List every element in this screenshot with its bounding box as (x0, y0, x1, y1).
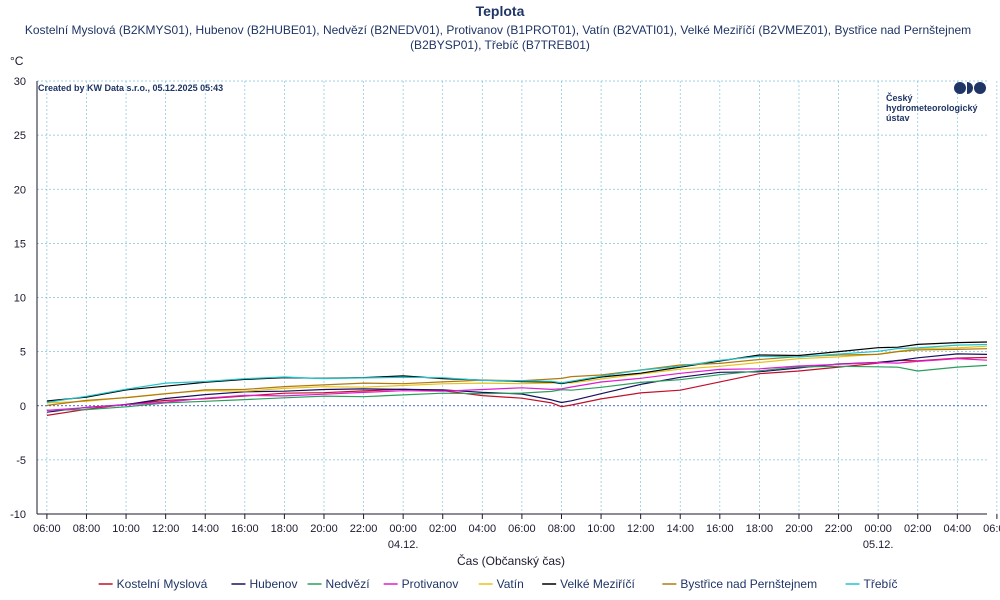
x-tick-label: 10:00 (112, 523, 140, 535)
y-tick-label: -5 (16, 455, 26, 467)
x-tick-label: 06:00 (983, 523, 1000, 535)
date-labels: 04.12. 05.12. (388, 539, 894, 551)
logo-half-dot (967, 82, 973, 94)
legend-label: Vatín (497, 577, 524, 591)
y-tick-label: 15 (14, 238, 26, 250)
logo-line-2: hydrometeorologický (886, 103, 978, 113)
x-tick-label: 02:00 (904, 523, 932, 535)
chart-title: Teplota (476, 3, 525, 19)
y-tick-label: 20 (14, 184, 26, 196)
legend-label: Hubenov (249, 577, 297, 591)
x-tick-label: 02:00 (429, 523, 457, 535)
axes (36, 81, 998, 519)
chart-subtitle-line-1: Kostelní Myslová (B2KMYS01), Hubenov (B2… (25, 23, 971, 37)
y-tick-label: -10 (10, 509, 26, 521)
x-tick-label: 18:00 (746, 523, 774, 535)
series-line-3 (46, 358, 988, 411)
series-line-2 (46, 364, 988, 411)
logo-line-3: ústav (886, 113, 910, 123)
credit-text: Created by KW Data s.r.o., 05.12.2025 05… (38, 83, 223, 93)
series-line-7 (46, 343, 988, 403)
date-label: 05.12. (863, 539, 894, 551)
y-tick-label: 30 (14, 76, 26, 88)
logo-line-1: Český (886, 92, 913, 103)
legend-label: Kostelní Myslová (117, 577, 208, 591)
x-tick-label: 14:00 (666, 523, 694, 535)
x-tick-label: 22:00 (350, 523, 378, 535)
legend-label: Velké Meziříčí (560, 577, 635, 591)
y-axis-unit: °C (10, 54, 24, 68)
x-tick-label: 20:00 (785, 523, 813, 535)
x-tick-label: 16:00 (231, 523, 259, 535)
x-tick-label: 08:00 (73, 523, 101, 535)
x-tick-label: 00:00 (864, 523, 892, 535)
series-lines (46, 341, 988, 416)
logo-dot-1 (954, 82, 966, 94)
y-tick-label: 0 (20, 401, 26, 413)
legend-label: Třebíč (864, 577, 898, 591)
x-tick-label: 14:00 (191, 523, 219, 535)
date-label: 04.12. (388, 539, 419, 551)
y-tick-label: 10 (14, 293, 26, 305)
series-line-6 (46, 348, 988, 406)
x-tick-label: 22:00 (825, 523, 853, 535)
y-tick-label: 25 (14, 130, 26, 142)
series-line-5 (46, 341, 988, 402)
x-tick-label: 06:00 (33, 523, 61, 535)
x-tick-labels: 06:00 08:00 10:00 12:00 14:00 16:00 18:00 20:00… (33, 523, 1000, 535)
x-tick-label: 00:00 (389, 523, 417, 535)
x-tick-label: 10:00 (587, 523, 615, 535)
x-tick-label: 18:00 (271, 523, 299, 535)
x-tick-label: 16:00 (706, 523, 734, 535)
y-tick-label: 5 (20, 347, 26, 359)
x-tick-label: 12:00 (152, 523, 180, 535)
chart-subtitle-line-2: (B2BYSP01), Třebíč (B7TREB01) (410, 38, 590, 52)
x-tick-label: 12:00 (627, 523, 655, 535)
legend: Kostelní Myslová Hubenov Nedvězí Protivanov… (98, 577, 898, 591)
legend-label: Protivanov (402, 577, 459, 591)
x-tick-label: 08:00 (548, 523, 576, 535)
chmi-logo: Český hydrometeorologický ústav (886, 82, 986, 123)
y-tick-labels: -10 -5 0 5 10 15 20 25 30 (10, 76, 26, 521)
logo-dot-2 (974, 82, 986, 94)
x-tick-label: 20:00 (310, 523, 338, 535)
x-axis-title: Čas (Občanský čas) (457, 553, 565, 568)
x-tick-label: 06:00 (508, 523, 536, 535)
legend-label: Bystřice nad Pernštejnem (680, 577, 817, 591)
legend-label: Nedvězí (326, 577, 371, 591)
x-tick-label: 04:00 (469, 523, 497, 535)
grid (37, 80, 998, 515)
x-tick-label: 04:00 (944, 523, 972, 535)
